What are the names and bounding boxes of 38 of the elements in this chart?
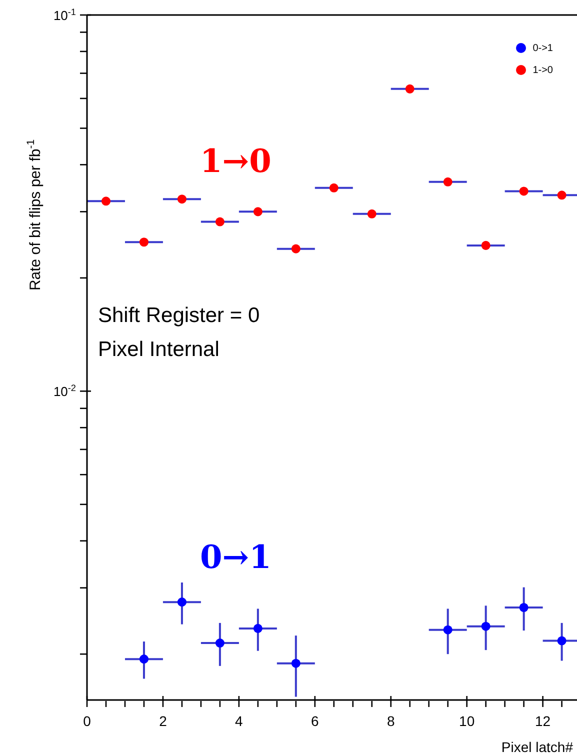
legend-label: 1->0	[532, 64, 553, 76]
annotation: 0→1	[200, 538, 272, 576]
annotation: Pixel Internal	[98, 338, 220, 361]
point	[519, 186, 528, 196]
point	[139, 238, 148, 247]
x-tick-label: 8	[386, 713, 395, 729]
point	[405, 84, 414, 94]
point	[177, 598, 186, 607]
point	[253, 624, 262, 633]
annotation: 1→0	[200, 142, 272, 180]
point	[215, 217, 224, 226]
annotation: Shift Register = 0	[98, 304, 260, 327]
point	[557, 636, 566, 646]
legend-label: 0->1	[532, 42, 553, 54]
x-tick-label: 10	[459, 713, 475, 729]
x-tick-label: 6	[311, 713, 320, 729]
point	[329, 183, 338, 192]
point	[519, 602, 528, 612]
x-tick-label: 12	[535, 713, 551, 729]
point	[291, 658, 300, 668]
x-tick-label: 0	[83, 713, 92, 729]
x-tick-label: 2	[159, 713, 168, 729]
point	[367, 209, 376, 218]
x-axis-title: Pixel latch#	[501, 739, 574, 755]
point	[557, 190, 566, 200]
point	[101, 196, 111, 206]
point	[481, 622, 490, 631]
point	[139, 654, 148, 664]
point	[481, 240, 490, 250]
y-tick-label: 10$^{-1}$	[53, 7, 76, 23]
point	[443, 177, 452, 186]
point	[253, 207, 262, 216]
point	[215, 638, 224, 648]
y-tick-label: 10$^{-2}$	[53, 383, 76, 400]
point	[291, 244, 300, 254]
point	[177, 194, 186, 204]
point	[443, 625, 452, 634]
x-tick-label: 4	[235, 713, 244, 729]
